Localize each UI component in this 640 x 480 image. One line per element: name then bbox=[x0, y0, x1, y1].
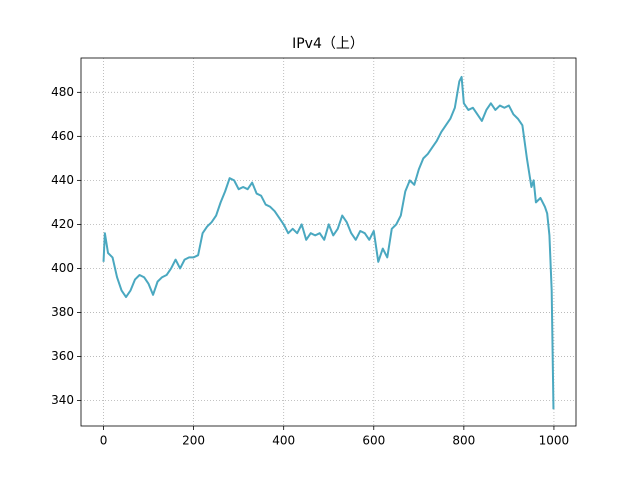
x-tick-label: 1000 bbox=[539, 434, 570, 448]
x-tick-label: 200 bbox=[182, 434, 205, 448]
x-tick-label: 600 bbox=[362, 434, 385, 448]
x-tick-label: 0 bbox=[100, 434, 108, 448]
x-tick-label: 400 bbox=[272, 434, 295, 448]
x-tick-label: 800 bbox=[452, 434, 475, 448]
y-tick-label: 400 bbox=[51, 261, 74, 275]
data-line bbox=[102, 75, 555, 410]
grid bbox=[81, 58, 576, 426]
y-tick-label: 420 bbox=[51, 217, 74, 231]
y-tick-label: 380 bbox=[51, 305, 74, 319]
plot bbox=[102, 75, 555, 410]
y-tick-label: 460 bbox=[51, 129, 74, 143]
chart-title: IPv4（上） bbox=[292, 36, 364, 52]
y-tick-label: 440 bbox=[51, 173, 74, 187]
ticks: 0 200 400 600 800 1000 340 360 380 400 420 440 460 48… bbox=[51, 85, 569, 448]
y-tick-label: 480 bbox=[51, 85, 74, 99]
axes-frame bbox=[80, 57, 577, 427]
y-tick-label: 340 bbox=[51, 393, 74, 407]
y-tick-label: 360 bbox=[51, 349, 74, 363]
